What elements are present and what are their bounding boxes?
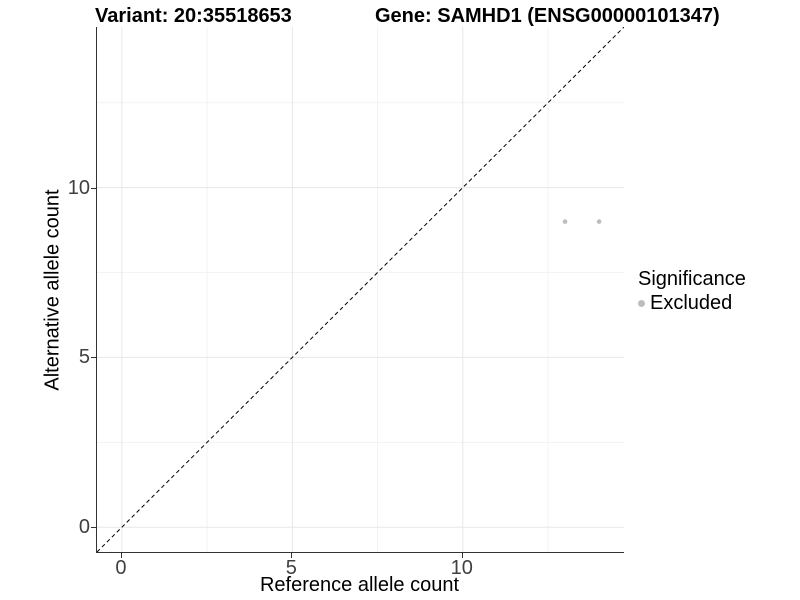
y-axis-title: Alternative allele count [41,189,64,391]
legend-item: Excluded [638,292,746,315]
y-tick-label: 10 [67,176,90,199]
legend: Significance Excluded [638,268,746,315]
x-tick-label: 0 [115,557,127,579]
y-tick-mark [91,187,96,189]
identity-line [97,27,624,552]
x-axis-title: Reference allele count [259,574,459,596]
legend-key-dot-icon [638,300,645,307]
data-point [562,219,568,224]
data-point [596,219,602,224]
plot-title-gene: Gene: SAMHD1 (ENSG00000101347) [375,5,720,27]
x-tick-mark [120,553,122,558]
y-tick-label: 0 [78,516,90,539]
y-tick-mark [91,527,96,529]
y-tick-label: 5 [78,346,90,369]
legend-title: Significance [638,268,746,290]
legend-label: Excluded [650,292,733,314]
x-tick-label: 10 [450,557,473,579]
legend-items: Excluded [638,292,746,315]
scatter-plot-canvas [97,27,624,552]
x-tick-label: 5 [285,557,297,579]
y-tick-mark [91,357,96,359]
x-tick-mark [291,553,293,558]
plot-panel [96,27,624,553]
plot-title-variant: Variant: 20:35518653 [95,5,292,27]
x-tick-mark [461,553,463,558]
